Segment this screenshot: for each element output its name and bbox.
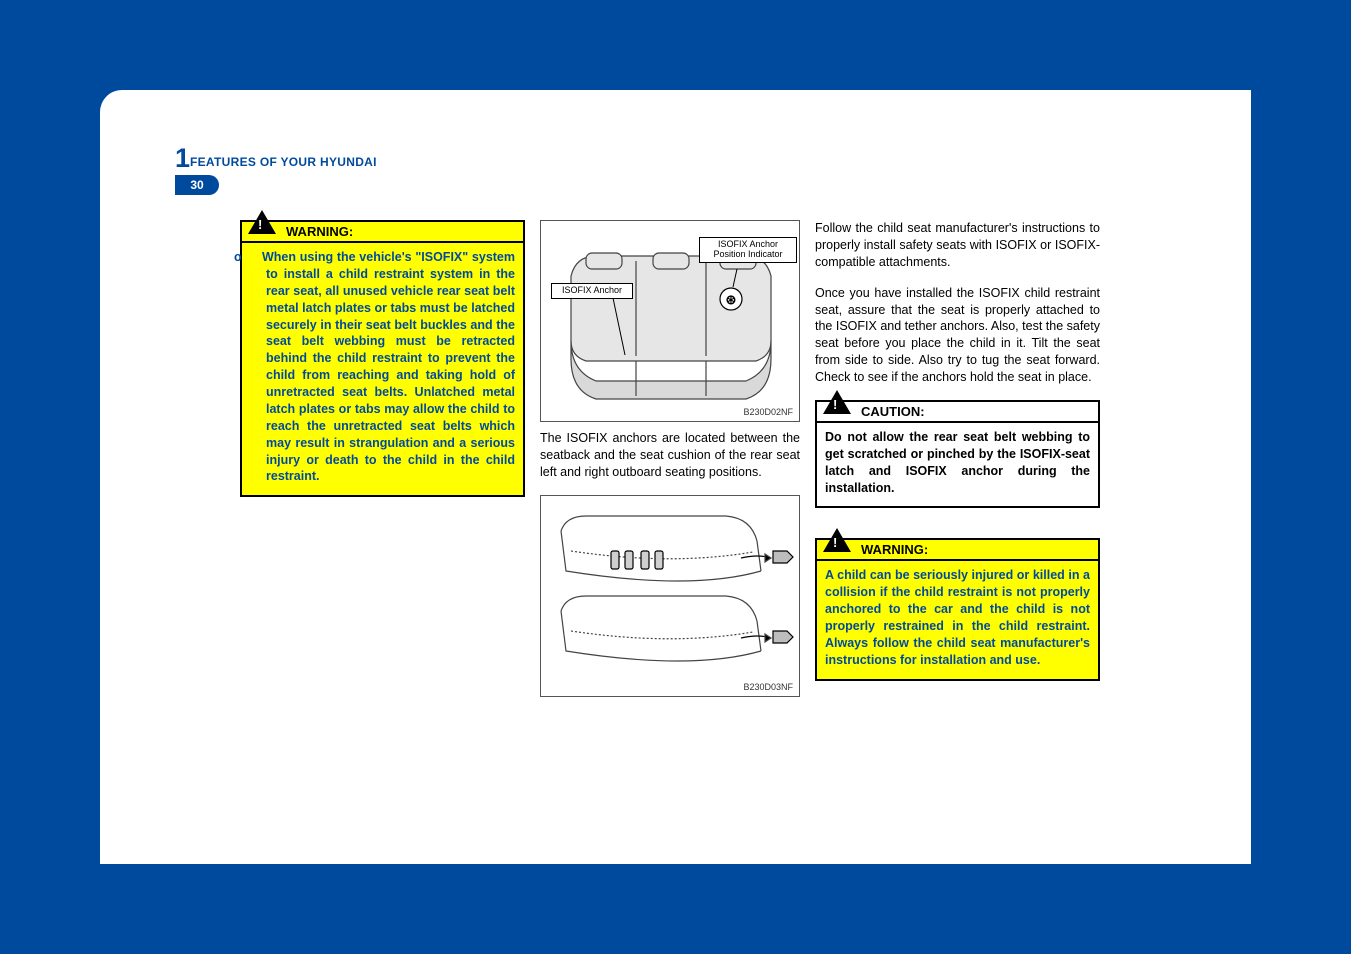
warning-heading: WARNING: xyxy=(240,220,525,243)
label-isofix-anchor: ISOFIX Anchor xyxy=(551,283,633,299)
diagram-caption: B230D03NF xyxy=(743,682,793,692)
warning-text: A child can be seriously injured or kill… xyxy=(815,561,1100,680)
chapter-number: 1 xyxy=(175,143,190,174)
paragraph-follow-instructions: Follow the child seat manufacturer's ins… xyxy=(815,220,1100,271)
warning-box-child-injury: ! WARNING: A child can be seriously inju… xyxy=(815,538,1100,680)
caution-triangle-icon: ! xyxy=(823,390,851,414)
column-2: ⊛ ISOFIX Anchor ISOFIX Anchor Position I… xyxy=(540,220,800,705)
column-3: Follow the child seat manufacturer's ins… xyxy=(815,220,1100,701)
column-1: ! WARNING: oWhen using the vehicle's "IS… xyxy=(240,220,525,517)
paragraph-isofix-location: The ISOFIX anchors are located between t… xyxy=(540,430,800,481)
exclamation-icon: ! xyxy=(258,217,262,232)
warning-heading: WARNING: xyxy=(815,538,1100,561)
diagram-isofix-anchor-location: ⊛ ISOFIX Anchor ISOFIX Anchor Position I… xyxy=(540,220,800,422)
isofix-latch-illustration xyxy=(541,496,801,696)
exclamation-icon: ! xyxy=(833,535,837,550)
diagram-caption: B230D02NF xyxy=(743,407,793,417)
diagram-isofix-latch-insert: B230D03NF xyxy=(540,495,800,697)
warning-text: When using the vehicle's "ISOFIX" system… xyxy=(262,250,515,483)
svg-text:⊛: ⊛ xyxy=(726,292,737,307)
warning-box-isofix-unused-belts: ! WARNING: oWhen using the vehicle's "IS… xyxy=(240,220,525,497)
warning-body: oWhen using the vehicle's "ISOFIX" syste… xyxy=(240,243,525,497)
paragraph-check-installation: Once you have installed the ISOFIX child… xyxy=(815,285,1100,386)
page-number-tab: 30 xyxy=(175,175,219,195)
caution-text: Do not allow the rear seat belt webbing … xyxy=(815,423,1100,509)
caution-box-webbing: ! CAUTION: Do not allow the rear seat be… xyxy=(815,400,1100,509)
label-isofix-position-indicator: ISOFIX Anchor Position Indicator xyxy=(699,237,797,263)
exclamation-icon: ! xyxy=(833,397,837,412)
chapter-title: FEATURES OF YOUR HYUNDAI xyxy=(190,155,377,169)
caution-heading: CAUTION: xyxy=(815,400,1100,423)
bullet-marker: o xyxy=(250,249,262,266)
warning-triangle-icon: ! xyxy=(248,210,276,234)
warning-triangle-icon: ! xyxy=(823,528,851,552)
